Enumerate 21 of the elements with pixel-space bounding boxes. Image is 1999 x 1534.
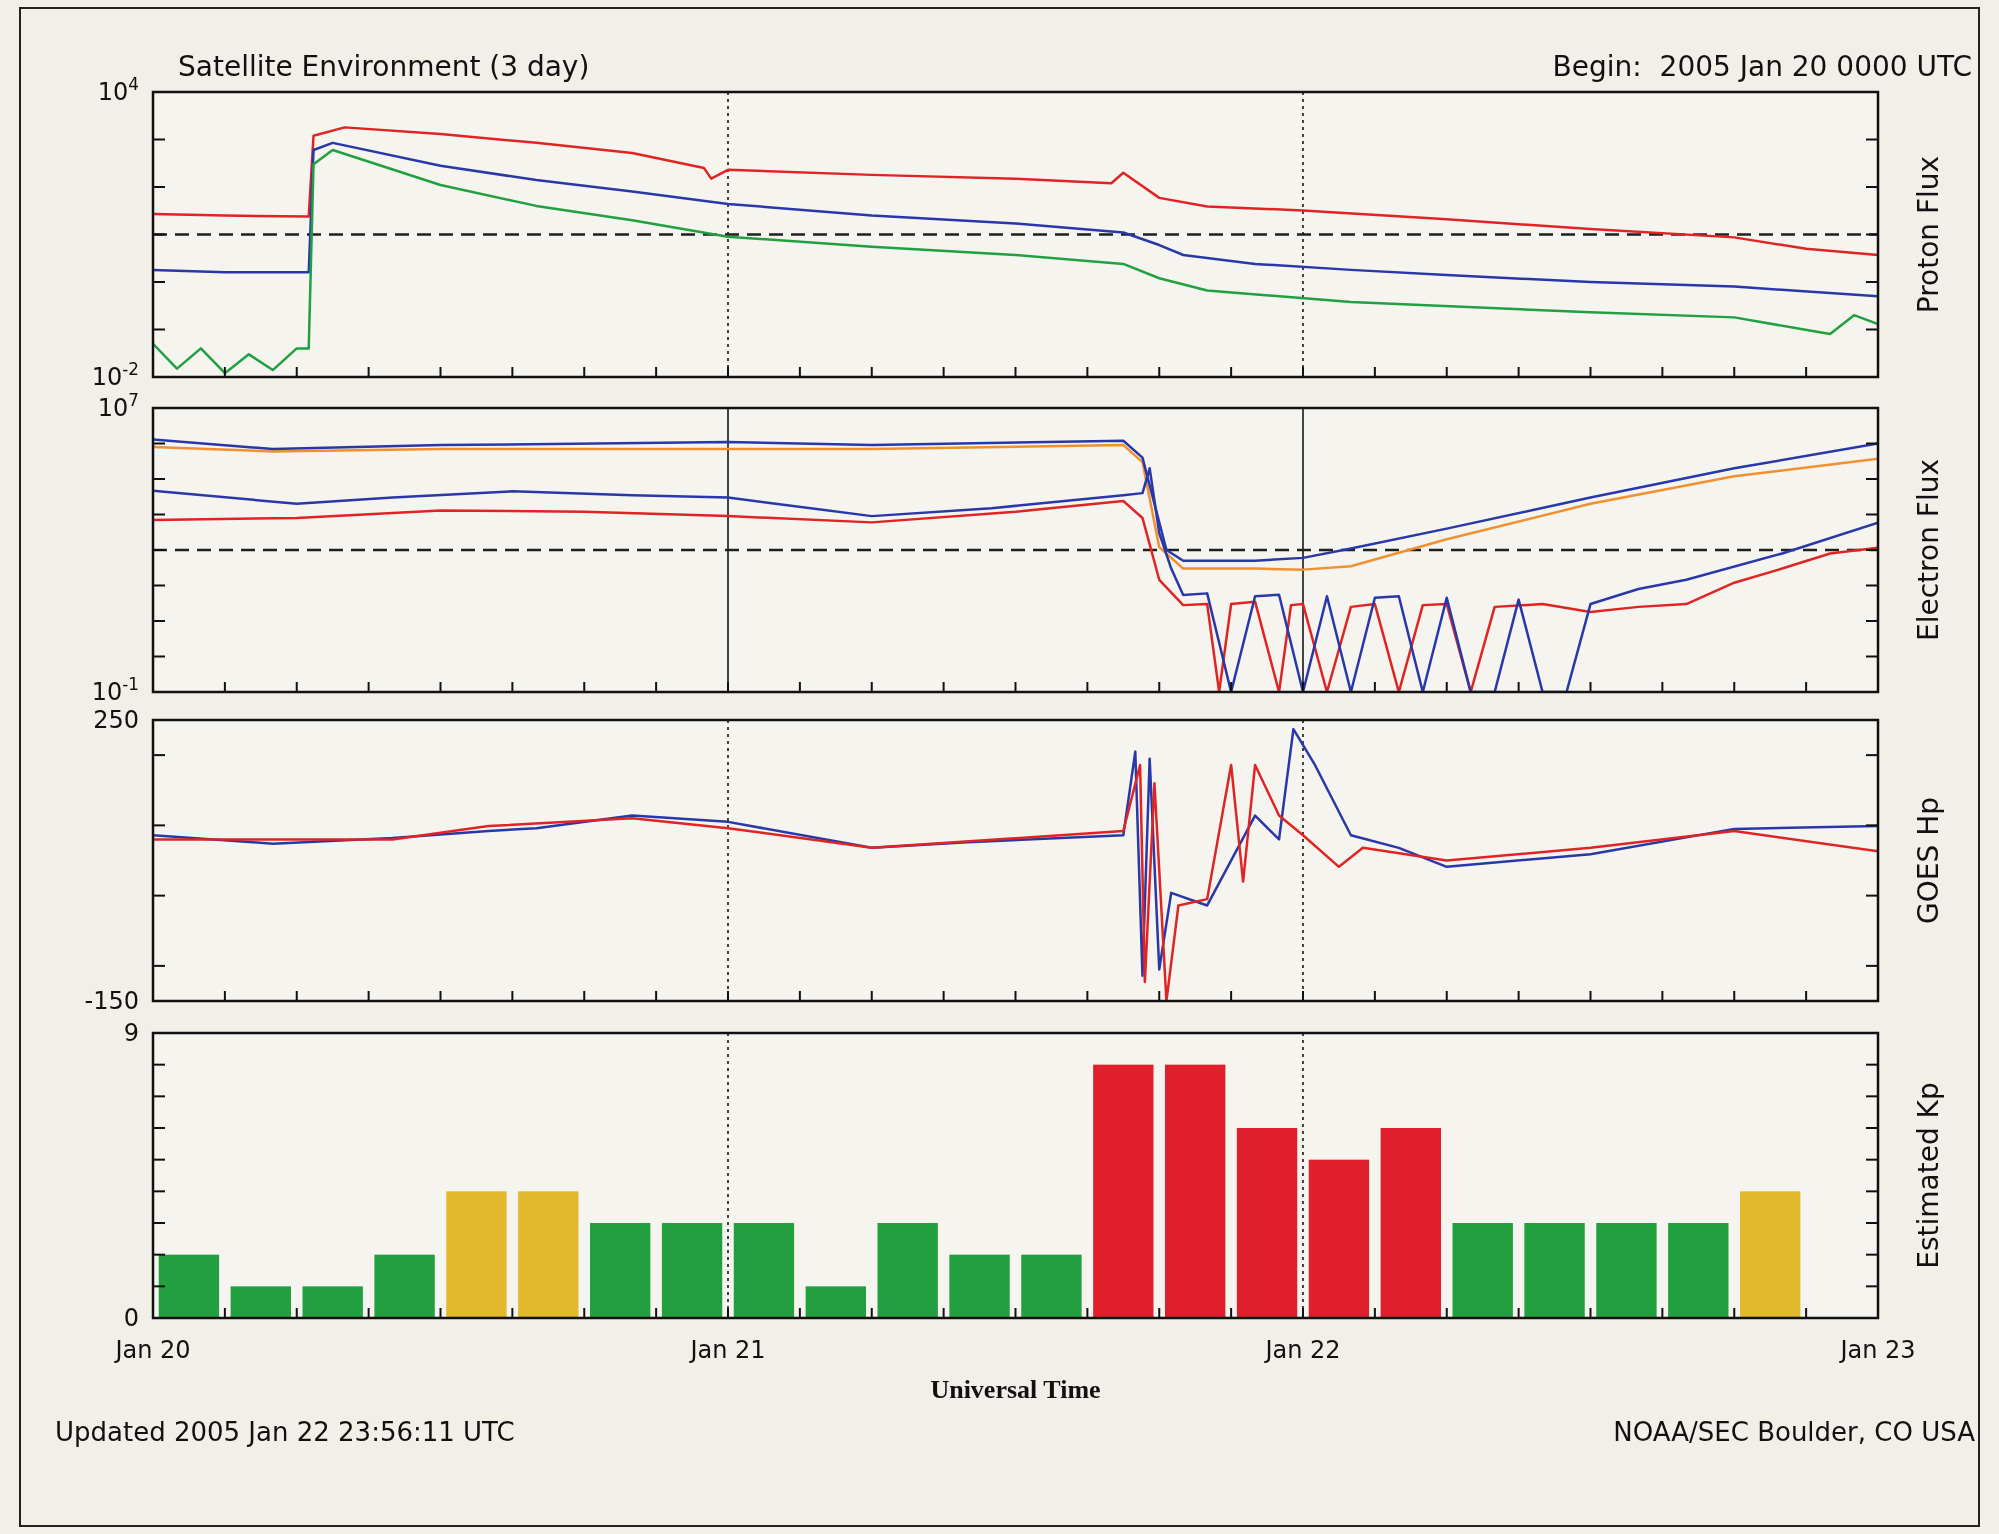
x-tick-label: Jan 22 [1263,1336,1341,1364]
y-tick-label: 10$^{-2}$ [91,359,139,392]
x-axis-title: Universal Time [930,1375,1101,1404]
y-tick-label: 10$^{4}$ [97,74,139,107]
chart-subtitle: Begin: 2005 Jan 20 0000 UTC [1552,50,1972,83]
y-tick-label: 250 [93,706,139,735]
y-axis-title: GOES Hp [1912,797,1945,924]
y-axis-title: Electron Flux [1912,459,1945,641]
text: NOAA/SEC Boulder, CO USA [1613,1417,1976,1447]
chart-title: Satellite Environment (3 day) [178,50,590,83]
y-axis-title: Estimated Kp [1912,1082,1945,1269]
y-tick-label: 10$^{7}$ [97,390,139,423]
y-tick-label: 10$^{-1}$ [91,674,139,707]
y-tick-label: -150 [84,987,139,1016]
x-tick-label: Jan 20 [113,1336,191,1364]
x-tick-label: Jan 21 [688,1336,766,1364]
text: Updated 2005 Jan 22 23:56:11 UTC [55,1417,515,1447]
y-tick-label: 9 [123,1019,139,1048]
y-axis-title: Proton Flux [1912,155,1945,314]
y-tick-label: 0 [123,1304,139,1333]
x-tick-label: Jan 23 [1838,1336,1916,1364]
